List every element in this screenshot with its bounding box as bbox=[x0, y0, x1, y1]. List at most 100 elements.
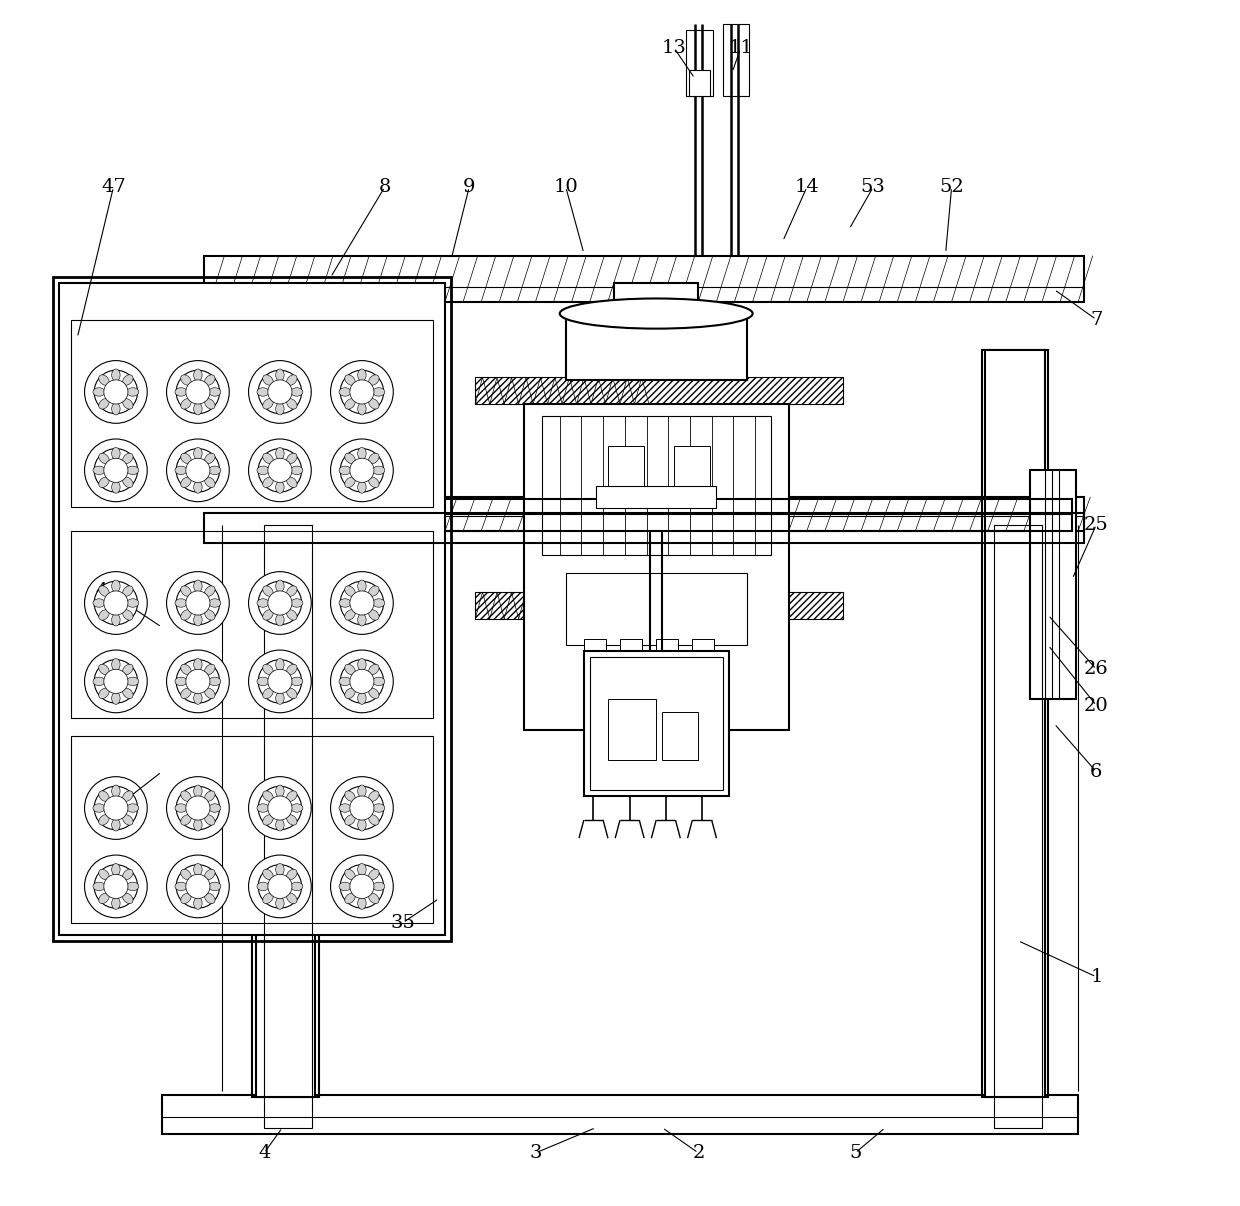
Circle shape bbox=[331, 572, 393, 634]
Circle shape bbox=[84, 439, 148, 502]
Text: 14: 14 bbox=[795, 178, 820, 195]
Bar bbox=[71, 736, 433, 923]
Ellipse shape bbox=[112, 403, 120, 415]
Ellipse shape bbox=[368, 894, 379, 903]
Ellipse shape bbox=[275, 481, 284, 493]
Text: 2: 2 bbox=[692, 1144, 704, 1161]
Ellipse shape bbox=[93, 387, 105, 396]
Ellipse shape bbox=[368, 375, 379, 385]
Ellipse shape bbox=[126, 883, 139, 890]
Ellipse shape bbox=[263, 870, 273, 879]
Bar bbox=[71, 320, 433, 507]
Text: 10: 10 bbox=[553, 178, 578, 195]
Ellipse shape bbox=[205, 478, 215, 487]
Ellipse shape bbox=[373, 387, 384, 396]
Ellipse shape bbox=[257, 678, 269, 685]
Circle shape bbox=[104, 380, 128, 404]
Circle shape bbox=[258, 581, 301, 625]
Ellipse shape bbox=[263, 894, 273, 903]
Ellipse shape bbox=[345, 375, 355, 385]
Ellipse shape bbox=[286, 870, 298, 879]
Ellipse shape bbox=[357, 403, 366, 415]
Circle shape bbox=[166, 650, 229, 713]
Ellipse shape bbox=[181, 610, 191, 620]
Ellipse shape bbox=[193, 369, 202, 381]
Ellipse shape bbox=[373, 883, 384, 890]
Text: 1: 1 bbox=[1090, 968, 1102, 985]
Ellipse shape bbox=[93, 883, 105, 890]
Ellipse shape bbox=[339, 678, 351, 685]
Ellipse shape bbox=[290, 466, 303, 475]
Ellipse shape bbox=[345, 665, 355, 674]
Circle shape bbox=[340, 660, 383, 703]
Circle shape bbox=[104, 796, 128, 820]
Bar bbox=[614, 283, 698, 314]
Ellipse shape bbox=[263, 665, 273, 674]
Bar bbox=[688, 70, 711, 96]
Ellipse shape bbox=[368, 791, 379, 801]
Bar bbox=[1030, 470, 1076, 699]
Ellipse shape bbox=[123, 375, 133, 385]
Circle shape bbox=[84, 650, 148, 713]
Ellipse shape bbox=[275, 580, 284, 592]
Ellipse shape bbox=[205, 894, 215, 903]
Ellipse shape bbox=[286, 815, 298, 825]
Ellipse shape bbox=[112, 614, 120, 626]
Ellipse shape bbox=[257, 803, 269, 813]
Ellipse shape bbox=[263, 689, 273, 698]
Ellipse shape bbox=[373, 598, 384, 608]
Circle shape bbox=[186, 796, 210, 820]
Circle shape bbox=[268, 380, 291, 404]
Circle shape bbox=[248, 439, 311, 502]
Ellipse shape bbox=[205, 375, 215, 385]
Ellipse shape bbox=[123, 586, 133, 596]
Ellipse shape bbox=[112, 819, 120, 831]
Bar bbox=[584, 639, 605, 669]
Circle shape bbox=[104, 874, 128, 898]
Circle shape bbox=[186, 669, 210, 693]
Ellipse shape bbox=[263, 478, 273, 487]
Circle shape bbox=[166, 777, 229, 839]
Ellipse shape bbox=[345, 791, 355, 801]
Ellipse shape bbox=[368, 665, 379, 674]
Ellipse shape bbox=[357, 580, 366, 592]
Ellipse shape bbox=[357, 819, 366, 831]
Ellipse shape bbox=[175, 598, 187, 608]
Ellipse shape bbox=[99, 689, 109, 698]
Bar bbox=[161, 1095, 1079, 1134]
Ellipse shape bbox=[275, 369, 284, 381]
Ellipse shape bbox=[275, 897, 284, 909]
Ellipse shape bbox=[112, 447, 120, 459]
Bar bbox=[608, 699, 656, 760]
Ellipse shape bbox=[175, 883, 187, 890]
Ellipse shape bbox=[275, 863, 284, 876]
Ellipse shape bbox=[112, 785, 120, 797]
Ellipse shape bbox=[112, 481, 120, 493]
Circle shape bbox=[186, 458, 210, 482]
Ellipse shape bbox=[193, 897, 202, 909]
Ellipse shape bbox=[193, 447, 202, 459]
Ellipse shape bbox=[126, 387, 139, 396]
Ellipse shape bbox=[99, 815, 109, 825]
Ellipse shape bbox=[193, 658, 202, 671]
Ellipse shape bbox=[175, 466, 187, 475]
Ellipse shape bbox=[257, 598, 269, 608]
Bar bbox=[620, 639, 642, 669]
Ellipse shape bbox=[286, 610, 298, 620]
Bar bbox=[264, 525, 312, 1128]
Ellipse shape bbox=[181, 791, 191, 801]
Ellipse shape bbox=[175, 803, 187, 813]
Circle shape bbox=[248, 777, 311, 839]
Ellipse shape bbox=[193, 614, 202, 626]
Bar bbox=[982, 350, 1048, 1097]
Bar bbox=[542, 416, 771, 555]
Ellipse shape bbox=[339, 803, 351, 813]
Ellipse shape bbox=[345, 689, 355, 698]
Ellipse shape bbox=[123, 665, 133, 674]
Bar bbox=[584, 651, 729, 796]
Ellipse shape bbox=[263, 610, 273, 620]
Ellipse shape bbox=[123, 870, 133, 879]
Circle shape bbox=[340, 449, 383, 492]
Ellipse shape bbox=[123, 894, 133, 903]
Ellipse shape bbox=[112, 897, 120, 909]
